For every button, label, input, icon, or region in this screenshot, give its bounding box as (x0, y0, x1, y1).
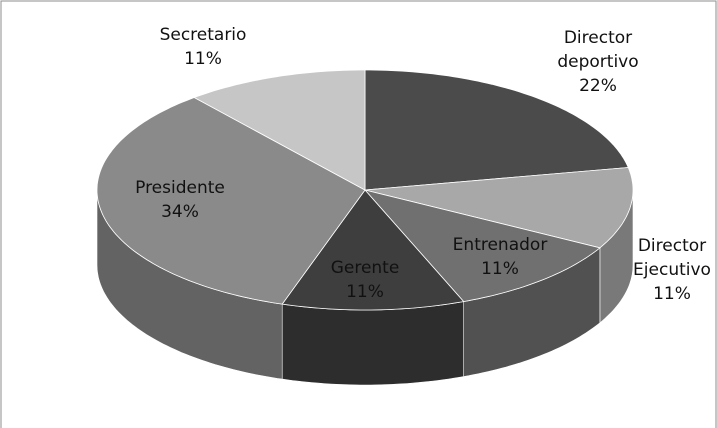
data-label: Entrenador 11% (453, 233, 548, 281)
data-label: Secretario 11% (160, 23, 247, 71)
slice (96, 97, 366, 305)
label-value: 11% (184, 49, 222, 69)
data-label: Gerente 11% (331, 256, 400, 304)
data-label: Director Ejecutivo 11% (625, 234, 717, 306)
label-value: 11% (653, 284, 691, 304)
label-value: 22% (579, 76, 617, 96)
slice (363, 189, 601, 303)
slice (364, 167, 634, 249)
slice (281, 189, 465, 311)
data-label: Director deportivo 22% (543, 26, 653, 98)
label-name: Presidente (135, 178, 225, 198)
label-value: 11% (346, 282, 384, 302)
label-name: Gerente (330, 258, 400, 278)
label-name: Director Ejecutivo (633, 236, 711, 280)
label-name: Secretario (159, 25, 247, 45)
label-value: 11% (481, 259, 519, 279)
slice (193, 69, 366, 191)
slice (364, 69, 629, 191)
slice-side (281, 301, 464, 386)
label-name: Director deportivo (557, 28, 639, 72)
label-name: Entrenador (452, 235, 548, 255)
label-value: 34% (161, 202, 199, 222)
data-label: Presidente 34% (135, 176, 225, 224)
